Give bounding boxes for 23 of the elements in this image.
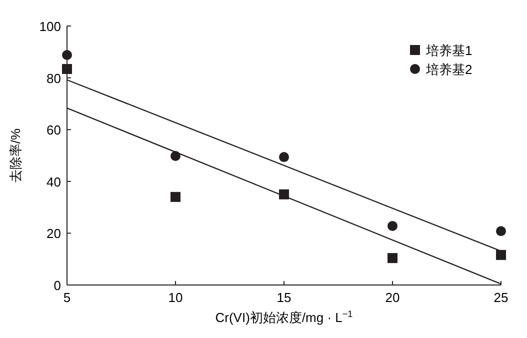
point: [62, 64, 72, 74]
y-tick-label: 80: [46, 70, 61, 86]
point: [279, 152, 289, 162]
y-tick-label: 40: [46, 174, 61, 190]
x-tick-label: 25: [494, 290, 508, 305]
x-tick-label: 5: [63, 290, 71, 305]
y-tick-label: 100: [39, 19, 61, 34]
y-tick-label: 0: [54, 278, 61, 293]
legend-label: 培养基2: [425, 62, 472, 77]
y-tick-label: 60: [46, 122, 61, 138]
point: [388, 220, 398, 231]
point: [170, 192, 180, 202]
legend-label: 培养基1: [425, 43, 472, 58]
point: [388, 253, 398, 264]
point: [496, 250, 506, 260]
y-axis-title: 去除率/%: [8, 128, 23, 183]
point: [62, 50, 72, 60]
point: [496, 226, 506, 236]
x-tick-label: 15: [276, 290, 292, 305]
y-tick-label: 20: [46, 226, 61, 242]
x-tick-label: 10: [168, 290, 183, 305]
x-axis-title: Cr(VI)初始浓度/mg · L$^{−1}$: [215, 309, 353, 325]
x-tick-label: 20: [385, 290, 400, 305]
